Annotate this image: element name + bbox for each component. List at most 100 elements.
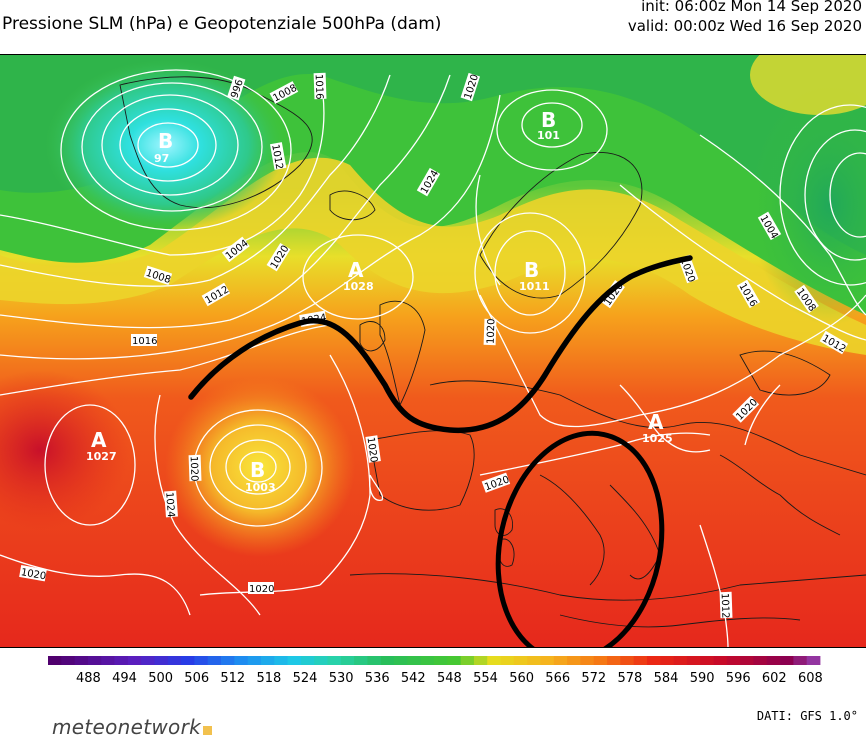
color-swatch [314, 656, 328, 665]
color-scale-tick: 566 [545, 671, 570, 686]
svg-text:101: 101 [537, 129, 560, 142]
color-swatch [74, 656, 89, 665]
color-scale-tick: 500 [148, 671, 173, 686]
color-swatch [101, 656, 115, 665]
east-green-fill [750, 85, 866, 325]
color-swatch [327, 656, 342, 665]
color-swatch [593, 656, 608, 665]
high-center-balkans: A 1025 [642, 410, 673, 445]
low-center-scandinavia: B 101 [537, 108, 560, 142]
color-swatch [61, 656, 76, 665]
color-scale-tick: 530 [329, 671, 354, 686]
color-scale-tick: 518 [257, 671, 282, 686]
color-scale-tick: 524 [293, 671, 318, 686]
color-swatch [500, 656, 515, 665]
map-title: Pressione SLM (hPa) e Geopotenziale 500h… [2, 14, 442, 34]
color-swatch [607, 656, 621, 665]
color-scale-tick: 494 [112, 671, 137, 686]
west-red-fill [0, 370, 130, 530]
valid-time: valid: 00:00z Wed 16 Sep 2020 [627, 17, 862, 35]
svg-text:1020: 1020 [20, 567, 47, 582]
brand-logo: meteonetwork [52, 715, 212, 739]
svg-text:B: B [250, 458, 265, 482]
greenland-low-fill [45, 60, 285, 230]
color-swatch [194, 656, 209, 665]
svg-text:1016: 1016 [132, 336, 157, 347]
color-swatch [766, 656, 781, 665]
svg-text:A: A [91, 428, 107, 452]
color-swatch [567, 656, 581, 665]
color-scale-tick: 584 [654, 671, 679, 686]
color-scale-tick: 602 [762, 671, 787, 686]
svg-text:1012: 1012 [719, 593, 731, 619]
color-scale: 488 494 500 506 512 518 524 530 536 542 548 554 560 5… [48, 656, 823, 686]
color-swatch [380, 656, 395, 665]
color-swatch [527, 656, 541, 665]
svg-text:1011: 1011 [519, 280, 550, 293]
color-swatch [660, 656, 674, 665]
color-scale-tick: 506 [184, 671, 209, 686]
color-swatch [487, 656, 501, 665]
color-swatch [367, 656, 382, 665]
color-swatch [354, 656, 368, 665]
color-swatch [221, 656, 235, 665]
map-canvas: 996 1008 1016 1020 1012 1024 1004 1008 1… [0, 55, 866, 647]
pressure-centers: B 97 B 101 A 1028 B 1011 A 1027 B 1003 [86, 108, 673, 494]
svg-text:1020: 1020 [486, 318, 498, 344]
color-scale-tick: 572 [581, 671, 606, 686]
svg-text:1027: 1027 [86, 450, 117, 463]
svg-text:1024: 1024 [163, 492, 176, 518]
svg-text:1025: 1025 [642, 432, 673, 445]
color-scale-tick: 596 [726, 671, 751, 686]
color-swatch [713, 656, 728, 665]
color-scale-tick: 548 [437, 671, 462, 686]
color-swatch [48, 656, 62, 665]
color-swatch [167, 656, 182, 665]
color-swatch [806, 656, 821, 665]
color-swatch [127, 656, 142, 665]
color-swatch [260, 656, 275, 665]
high-center-atlantic: A 1027 [86, 428, 117, 463]
color-swatch [580, 656, 595, 665]
svg-text:1003: 1003 [245, 481, 276, 494]
ridge-axis-line [188, 255, 693, 434]
color-scale-tick: 512 [220, 671, 245, 686]
svg-text:1016: 1016 [313, 74, 325, 100]
isobars [0, 69, 866, 647]
color-swatch [553, 656, 568, 665]
color-swatch [686, 656, 701, 665]
init-time: init: 06:00z Mon 14 Sep 2020 [641, 0, 862, 15]
low-center-baltic: B 1011 [519, 258, 550, 293]
color-swatch [141, 656, 155, 665]
svg-text:1028: 1028 [343, 280, 374, 293]
ne-yellow-fill [750, 55, 866, 115]
color-swatch [114, 656, 129, 665]
color-swatch [247, 656, 262, 665]
color-swatch [340, 656, 355, 665]
color-swatch [726, 656, 741, 665]
data-source: DATI: GFS 1.0° [756, 709, 858, 723]
color-swatch [633, 656, 648, 665]
color-swatch [154, 656, 169, 665]
color-swatch [793, 656, 808, 665]
svg-text:B: B [524, 258, 539, 282]
yellow-ridge [0, 157, 866, 355]
color-swatch [540, 656, 555, 665]
svg-text:A: A [348, 258, 364, 282]
low-center-iberia: B 1003 [245, 458, 276, 494]
color-swatch [620, 656, 635, 665]
color-swatch [207, 656, 222, 665]
color-swatch [420, 656, 435, 665]
color-swatch [87, 656, 102, 665]
svg-text:1020: 1020 [249, 584, 274, 595]
color-swatch [646, 656, 661, 665]
svg-text:1020: 1020 [365, 437, 379, 464]
color-swatch [513, 656, 528, 665]
low-center-greenland: B 97 [154, 129, 173, 165]
color-swatch [780, 656, 794, 665]
color-scale-tick: 488 [76, 671, 101, 686]
svg-text:1020: 1020 [188, 456, 200, 482]
color-swatch [753, 656, 768, 665]
svg-text:B: B [158, 129, 173, 153]
color-swatch [447, 656, 462, 665]
